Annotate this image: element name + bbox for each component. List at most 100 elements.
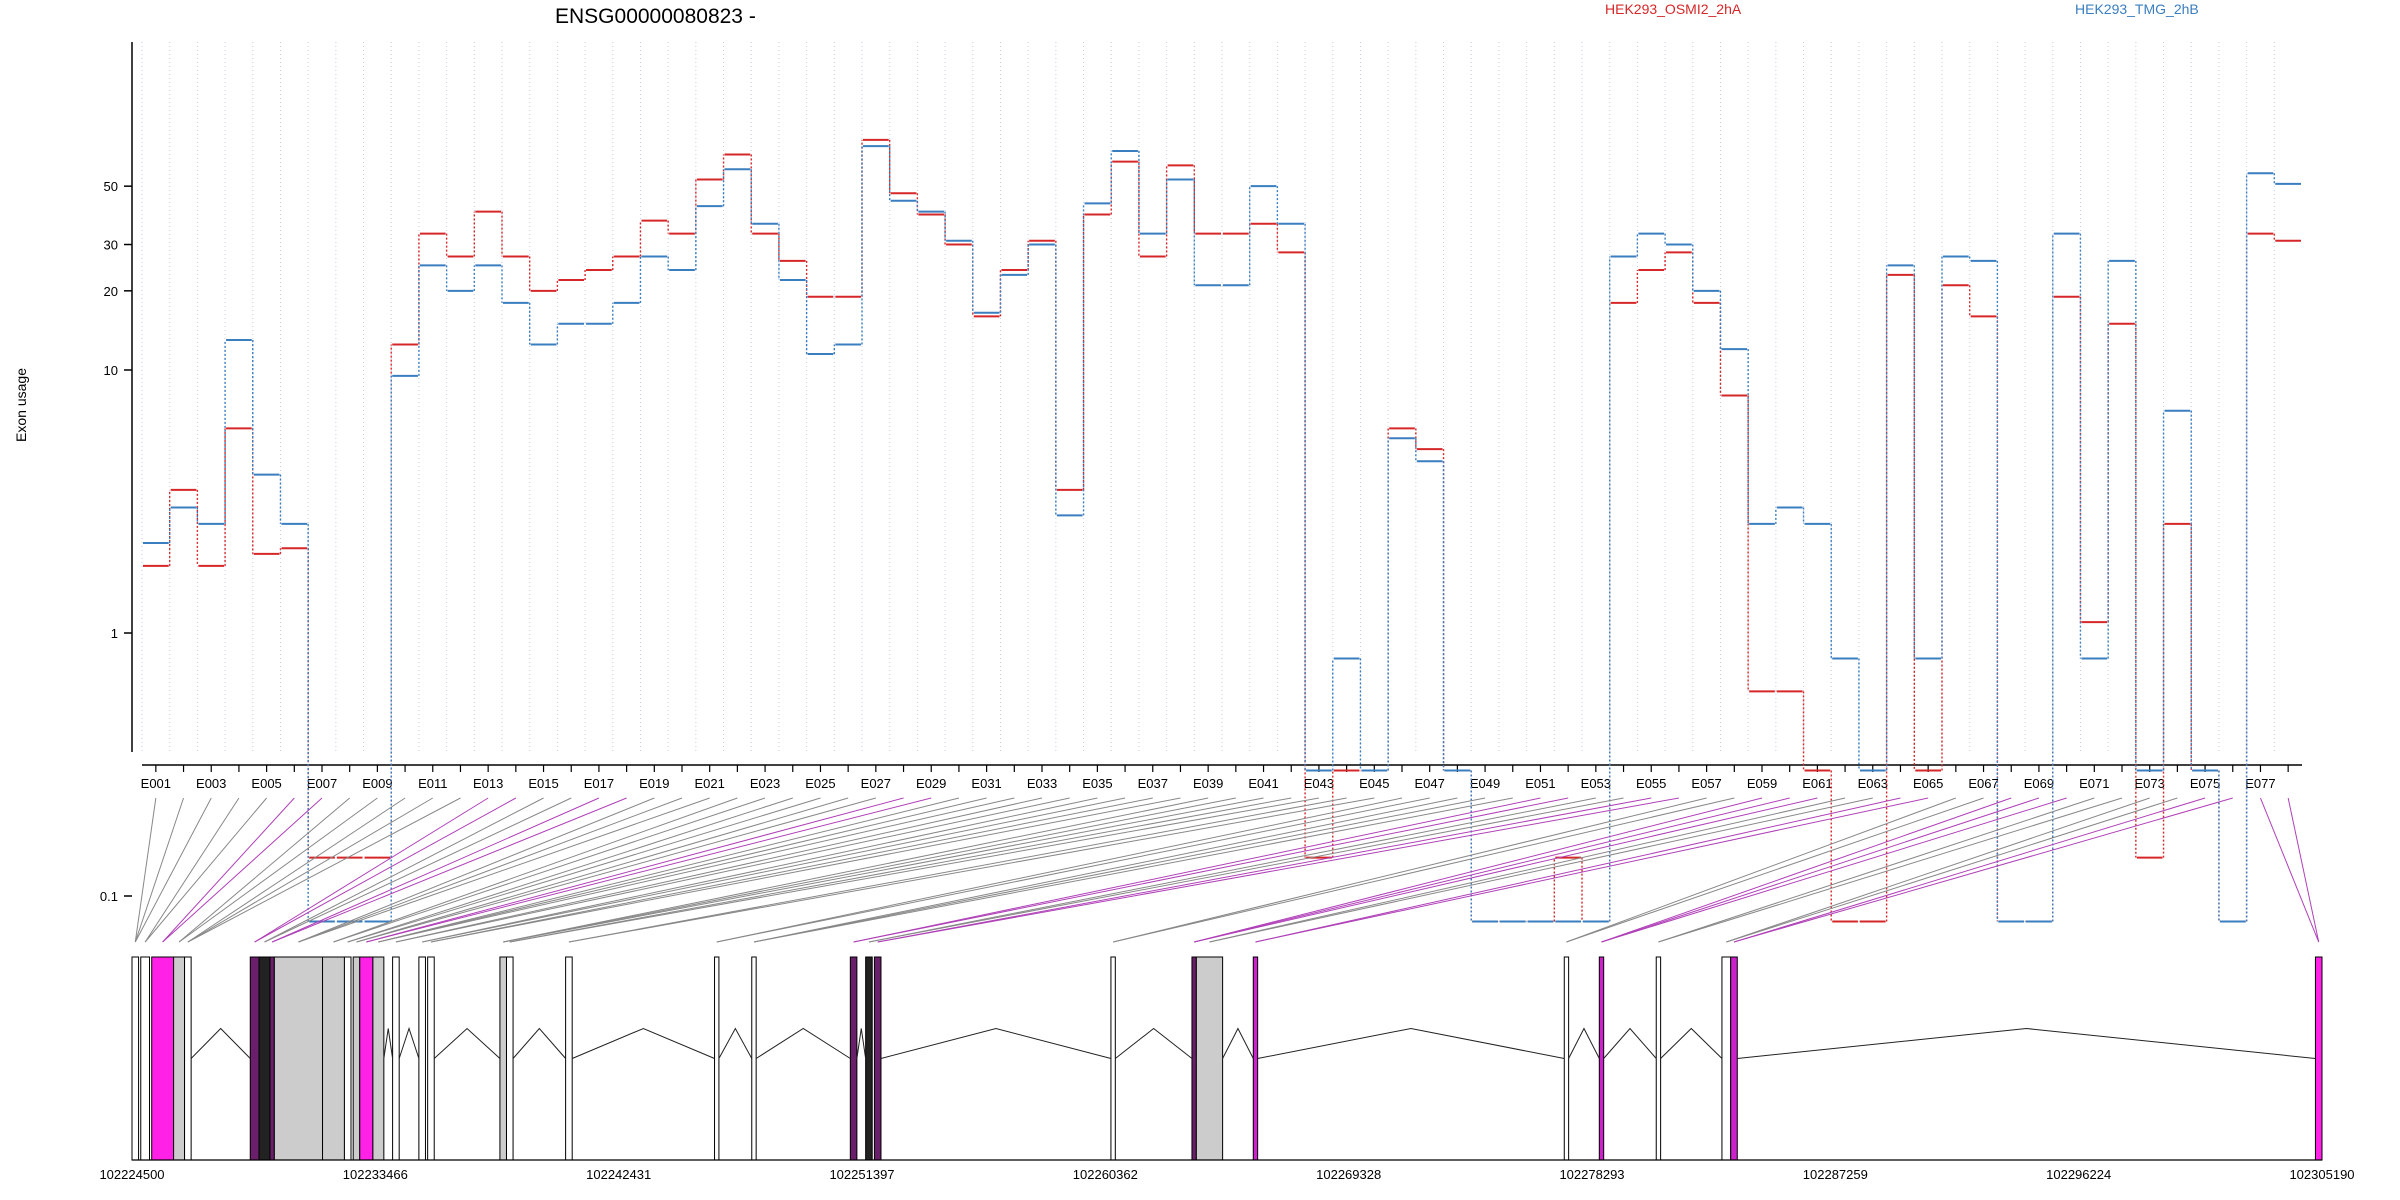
exon-block (714, 956, 720, 1161)
exon-connector (378, 797, 960, 943)
exon-block (151, 956, 175, 1161)
intron-line (1568, 1027, 1600, 1059)
genomic-coordinate-label: 102251397 (829, 1167, 894, 1182)
exon-connector (366, 797, 932, 943)
exon-connector (162, 797, 323, 943)
exon-block (427, 956, 435, 1161)
exon-connector (753, 797, 1513, 943)
x-tick-label: E057 (1691, 776, 1721, 791)
exon-connector (1194, 797, 1818, 943)
exon-connector (264, 797, 544, 943)
genomic-coordinate-label: 102287259 (1803, 1167, 1868, 1182)
exon-block (849, 956, 858, 1161)
genomic-coordinate-label: 102233466 (343, 1167, 408, 1182)
exon-connector (868, 797, 1624, 943)
exon-connector (568, 797, 1375, 943)
x-tick-label: E059 (1747, 776, 1777, 791)
y-axis-label: Exon usage (13, 368, 29, 442)
exon-connector (254, 797, 517, 943)
x-tick-label: E027 (861, 776, 891, 791)
intron-line (398, 1026, 420, 1059)
exon-block (499, 956, 507, 1161)
x-tick-label: E065 (1913, 776, 1943, 791)
x-tick-label: E037 (1138, 776, 1168, 791)
exon-connector (395, 797, 1043, 943)
exon-connector (877, 797, 1680, 943)
exon-connector (178, 797, 378, 943)
axes: 0.1 1 10 20 30 50 E001 E003 E005 E007 E009 E011 E013… (100, 42, 2302, 904)
exon-connector (853, 797, 1541, 943)
exon-connector (503, 797, 1209, 943)
series-lines (143, 138, 2301, 923)
x-tick-label: E073 (2135, 776, 2165, 791)
exon-connector (271, 797, 627, 943)
exon-connector (298, 797, 655, 943)
exon-block (359, 956, 374, 1161)
exon-connector (430, 797, 1181, 943)
exon-connector (509, 797, 1320, 943)
y-tick-label: 20 (104, 284, 118, 299)
x-tick-label: E023 (750, 776, 780, 791)
exon-connector (568, 797, 1347, 943)
exon-connector (716, 797, 1430, 943)
x-tick-label: E055 (1636, 776, 1666, 791)
x-tick-label: E051 (1525, 776, 1555, 791)
exon-block (865, 956, 873, 1161)
exon-connector (298, 797, 683, 943)
intron-line (1222, 1027, 1254, 1059)
exon-connector (2287, 797, 2320, 943)
exon-connector (144, 797, 267, 943)
exon-block (269, 956, 275, 1161)
exon-block (1191, 956, 1197, 1161)
y-tick-label: 50 (104, 179, 118, 194)
exon-block (352, 956, 361, 1161)
exon-connector (1209, 797, 1873, 943)
x-tick-label: E013 (473, 776, 503, 791)
intron-line (1257, 1027, 1565, 1059)
exon-connector (753, 797, 1458, 943)
exon-block (1563, 956, 1570, 1161)
exon-block (184, 956, 192, 1161)
intron-line (1660, 1027, 1723, 1059)
exon-connector (254, 797, 489, 943)
y-tick-label: 1 (111, 626, 118, 641)
exon-connector (378, 797, 1015, 943)
x-tick-label: E019 (639, 776, 669, 791)
exon-connector (144, 797, 240, 943)
exon-connector (366, 797, 904, 943)
exon-block (1110, 956, 1116, 1161)
series-2 (143, 145, 2301, 923)
intron-line (755, 1027, 851, 1059)
exon-block (1195, 956, 1224, 1161)
intron-line (1737, 1027, 2316, 1059)
x-tick-label: E029 (916, 776, 946, 791)
exon-block (505, 956, 514, 1161)
intron-line (433, 1027, 501, 1059)
exon-connector (187, 797, 406, 943)
legend-entry-series-2: HEK293_TMG_2hB (2075, 1, 2199, 17)
exon-connector (1113, 797, 1707, 943)
y-tick-label: 0.1 (100, 889, 118, 904)
genomic-coordinate-label: 102242431 (586, 1167, 651, 1182)
exon-block (258, 956, 271, 1161)
intron-line (856, 1028, 867, 1059)
intron-line (718, 1027, 753, 1059)
exon-connector (395, 797, 1070, 943)
exon-connector (347, 797, 821, 943)
exon-connector (162, 797, 295, 943)
exon-connector (134, 797, 185, 943)
x-tick-label: E047 (1415, 776, 1445, 791)
exon-connector (298, 797, 710, 943)
intron-line (190, 1027, 251, 1059)
y-tick-label: 10 (104, 363, 118, 378)
exon-connector (1255, 797, 1929, 943)
exon-connector (1733, 797, 2233, 943)
exon-connector (430, 797, 1153, 943)
exon-connector (1658, 797, 2095, 943)
exon-connector (1194, 797, 1790, 943)
exon-connector (877, 797, 1652, 943)
x-tick-label: E017 (584, 776, 614, 791)
exon-connector (134, 797, 212, 943)
genomic-coordinate-label: 102224500 (99, 1167, 164, 1182)
